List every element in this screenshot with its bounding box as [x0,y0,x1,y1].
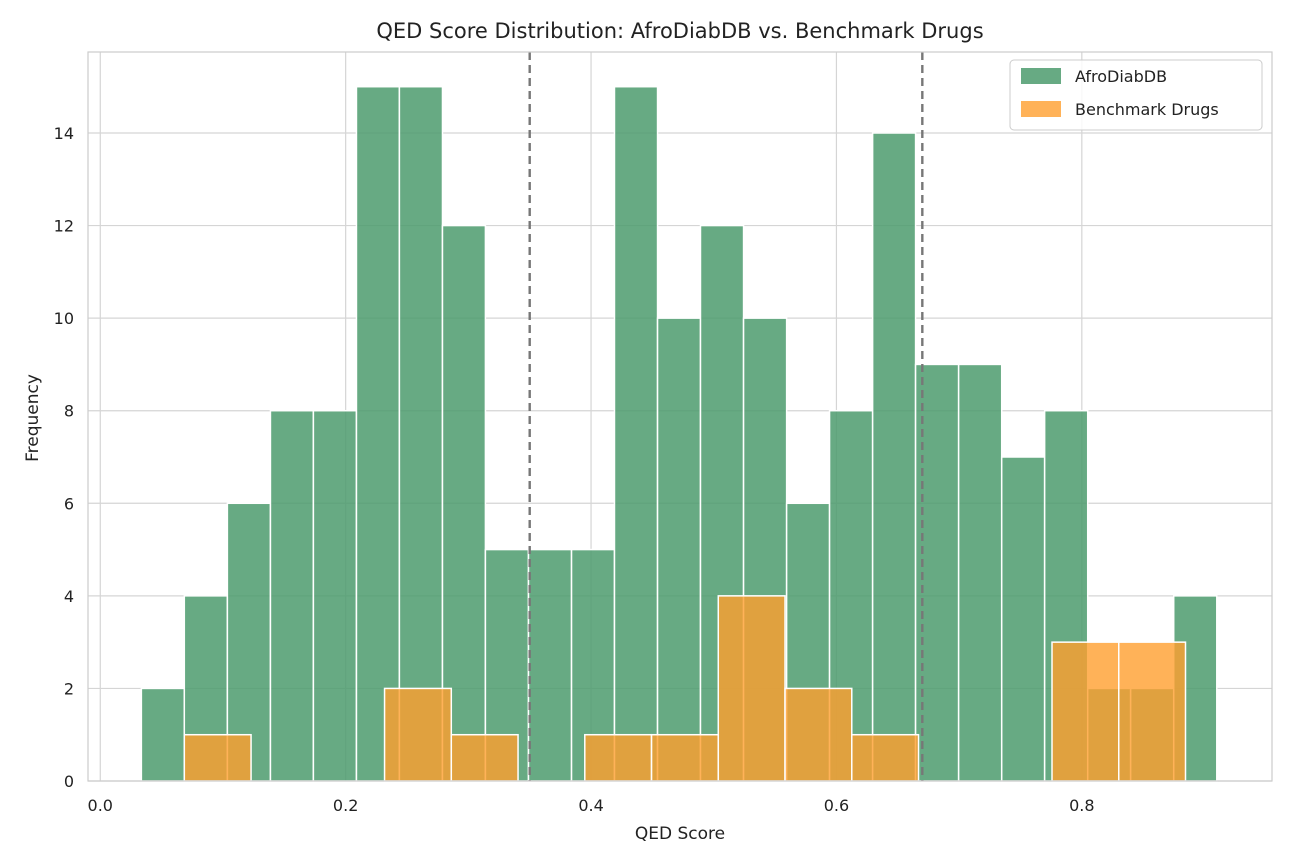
benchmark-bar [650,733,720,782]
benchmark-bar [383,687,453,782]
x-tick-label: 0.2 [333,796,358,815]
x-tick-label: 0.6 [824,796,849,815]
legend-label-benchmark: Benchmark Drugs [1075,100,1219,119]
afrodiabdb-bar [527,548,573,782]
y-tick-label: 8 [64,402,74,421]
x-tick-label: 0.0 [88,796,113,815]
benchmark-bar [450,733,519,782]
legend-swatch-benchmark [1021,101,1061,117]
afrodiabdb-bar [1000,456,1046,782]
legend-label-afrodiabdb: AfroDiabDB [1075,67,1167,86]
y-tick-label: 0 [64,772,74,791]
x-tick-label: 0.4 [578,796,603,815]
y-axis-ticks: 0 2 4 6 8 10 12 14 [54,124,74,791]
y-tick-label: 6 [64,494,74,513]
y-tick-label: 12 [54,217,74,236]
x-axis-ticks: 0.0 0.2 0.4 0.6 0.8 [88,796,1095,815]
reference-lines [528,52,924,781]
y-tick-label: 2 [64,679,74,698]
afrodiabdb-bar [656,317,702,782]
benchmark-bar [183,733,252,782]
benchmark-bar [584,733,653,782]
afrodiabdb-bar [355,85,401,782]
benchmark-bar [717,595,786,782]
legend-swatch-afrodiabdb [1021,68,1061,84]
y-tick-label: 10 [54,309,74,328]
afrodiabdb-bar [398,85,444,782]
plot-frame [87,51,1273,782]
x-axis-label: QED Score [635,824,725,844]
afrodiabdb-bar [871,132,917,782]
benchmark-bar [1118,641,1187,782]
afrodiabdb-bar [312,409,358,782]
afrodiabdb-bar [269,409,315,782]
y-tick-label: 14 [54,124,74,143]
x-tick-label: 0.8 [1069,796,1094,815]
afrodiabdb-bars [140,85,1218,782]
benchmark-bars [183,595,1187,782]
chart-title: QED Score Distribution: AfroDiabDB vs. B… [376,19,983,43]
benchmark-bar [784,687,853,782]
afrodiabdb-bar [613,85,659,782]
y-axis-label: Frequency [23,374,43,462]
afrodiabdb-bar [957,363,1003,782]
y-tick-label: 4 [64,587,74,606]
benchmark-bar [851,733,920,782]
legend: AfroDiabDB Benchmark Drugs [1009,59,1263,131]
afrodiabdb-bar [140,687,186,782]
legend-box [1009,59,1263,131]
benchmark-bar [1051,641,1120,782]
